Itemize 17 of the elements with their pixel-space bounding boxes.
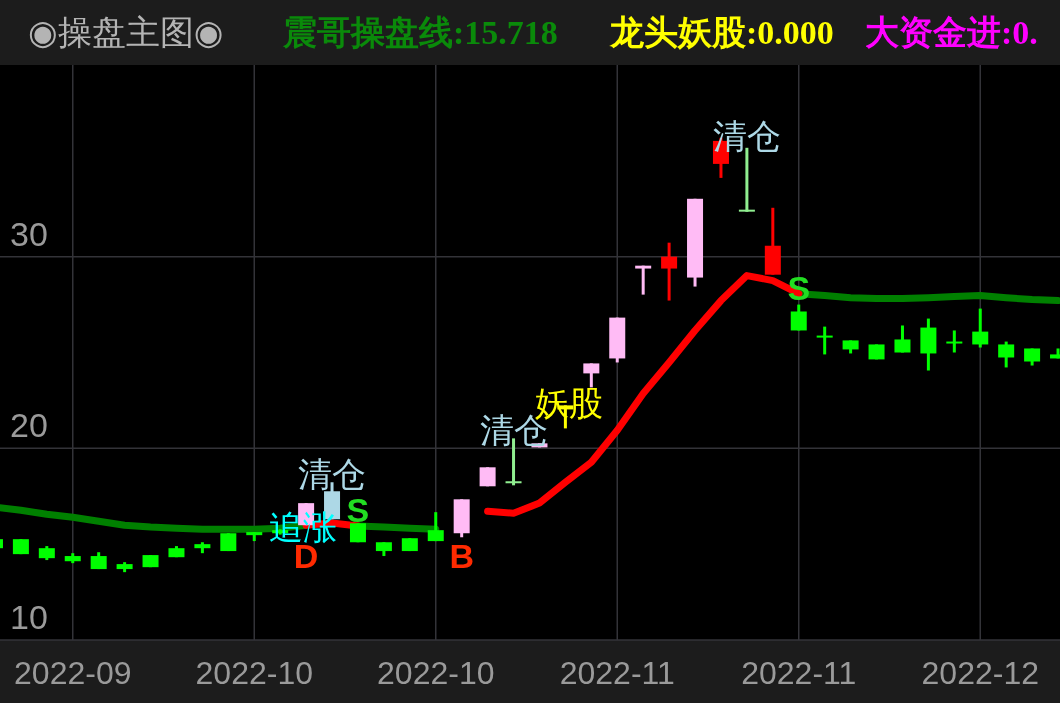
chart-title: ◉操盘主图◉ (28, 13, 224, 51)
x-tick-label: 2022-11 (741, 655, 857, 691)
text: 龙头妖股:0.000 (609, 14, 834, 51)
annotation: 清仓 (298, 455, 367, 493)
y-tick-label: 10 (10, 598, 48, 636)
annotation: 清仓 (712, 117, 781, 155)
x-tick-label: 2022-09 (14, 655, 132, 691)
annotation: S (346, 491, 370, 529)
y-tick-label: 30 (10, 214, 48, 253)
x-tick-label: 2022-12 (921, 655, 1039, 691)
annotation: B (449, 537, 474, 575)
x-tick-label: 2022-10 (195, 655, 313, 691)
text: 震哥操盘线:15.718 (282, 14, 558, 51)
y-tick-label: 20 (10, 406, 48, 445)
x-tick-label: 2022-10 (377, 655, 495, 691)
text: 大资金进:0. (865, 14, 1038, 51)
x-tick-label: 2022-11 (559, 655, 675, 691)
